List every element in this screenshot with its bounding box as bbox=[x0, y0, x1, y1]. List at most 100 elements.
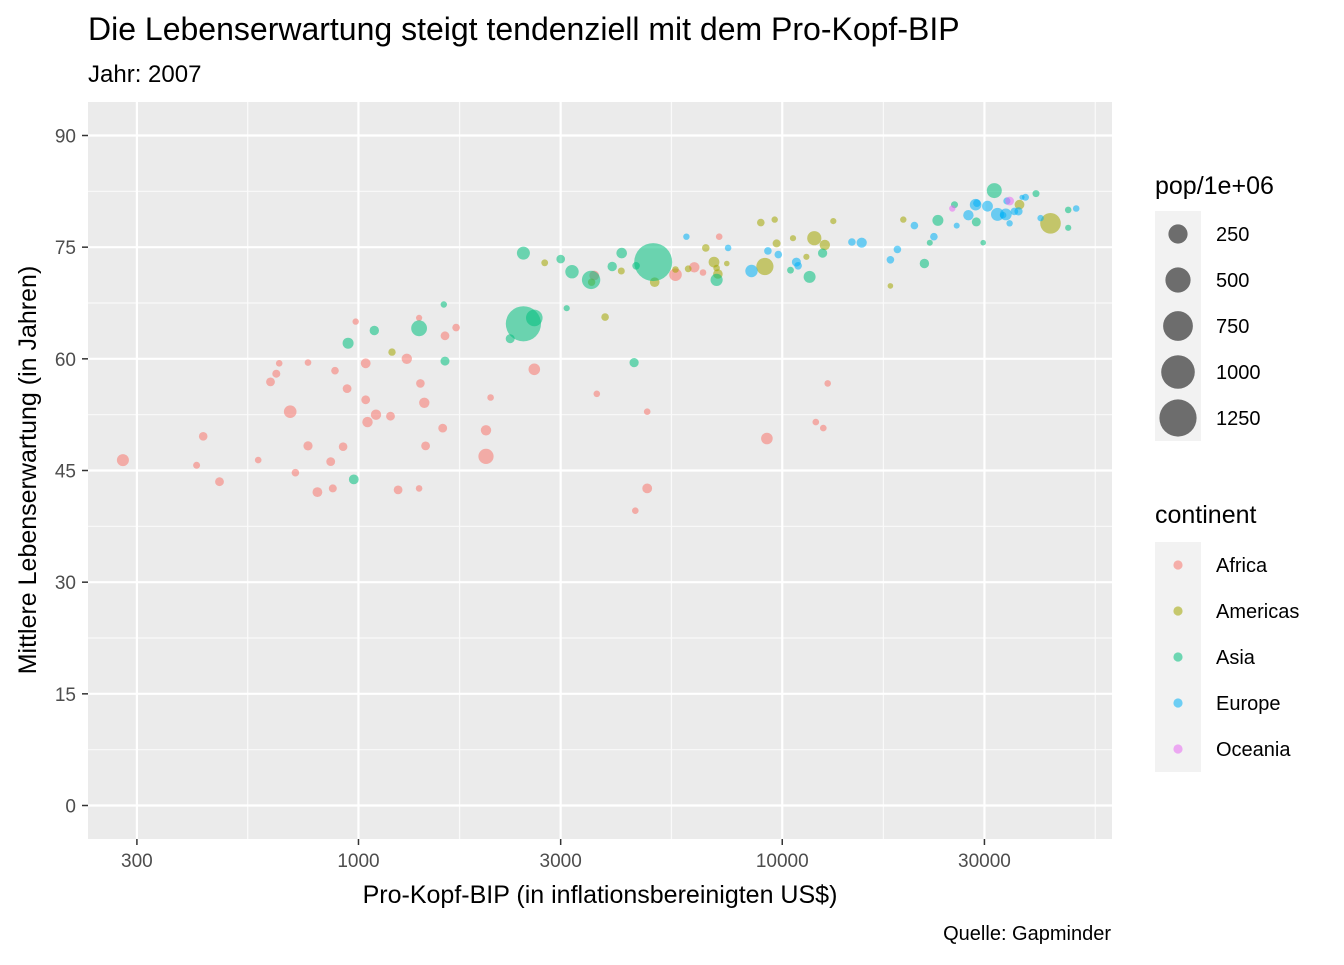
data-point bbox=[616, 247, 627, 259]
data-point bbox=[416, 379, 425, 388]
data-point bbox=[812, 418, 820, 426]
data-point bbox=[910, 221, 919, 230]
data-point bbox=[198, 432, 208, 441]
data-point bbox=[1072, 205, 1080, 212]
x-axis-label: Pro-Kopf-BIP (in inflationsbereinigten U… bbox=[363, 881, 838, 909]
data-point bbox=[774, 250, 783, 259]
data-point bbox=[771, 216, 778, 223]
data-point bbox=[764, 247, 772, 255]
color-legend-key bbox=[1173, 606, 1183, 616]
data-point bbox=[794, 262, 802, 270]
size-legend-label: 1000 bbox=[1216, 362, 1261, 384]
color-legend-label: Africa bbox=[1216, 555, 1268, 577]
data-point bbox=[856, 237, 867, 248]
chart-title: Die Lebenserwartung steigt tendenziell m… bbox=[88, 11, 960, 47]
data-point bbox=[1022, 193, 1029, 201]
data-point bbox=[480, 425, 492, 436]
color-legend-key bbox=[1173, 652, 1183, 662]
data-point bbox=[887, 283, 894, 289]
data-point bbox=[193, 461, 201, 469]
data-point bbox=[1037, 214, 1044, 222]
data-point bbox=[745, 264, 758, 278]
data-point bbox=[787, 266, 794, 274]
data-point bbox=[634, 243, 673, 282]
data-point bbox=[563, 305, 570, 312]
x-tick-label: 1000 bbox=[337, 851, 379, 872]
y-axis-label: Mittlere Lebenserwartung (in Jahren) bbox=[14, 266, 42, 675]
y-tick-label: 45 bbox=[55, 462, 76, 483]
data-point bbox=[830, 218, 837, 225]
data-point bbox=[643, 408, 651, 416]
data-point bbox=[772, 239, 781, 248]
data-point bbox=[1006, 220, 1013, 227]
data-point bbox=[642, 483, 653, 494]
data-point bbox=[1064, 206, 1072, 214]
data-point bbox=[820, 424, 827, 432]
data-point bbox=[949, 205, 956, 212]
data-point bbox=[348, 474, 359, 485]
data-point bbox=[886, 255, 895, 264]
size-legend-key bbox=[1159, 399, 1197, 437]
data-point bbox=[699, 269, 707, 276]
data-point bbox=[440, 301, 447, 308]
data-point bbox=[1032, 190, 1040, 198]
data-point bbox=[971, 217, 981, 227]
data-point bbox=[386, 411, 395, 421]
size-legend-title: pop/1e+06 bbox=[1155, 172, 1274, 200]
data-point bbox=[930, 232, 938, 241]
data-point bbox=[756, 257, 774, 276]
data-point bbox=[803, 270, 816, 283]
data-point bbox=[419, 397, 430, 408]
data-point bbox=[116, 454, 129, 467]
data-point bbox=[919, 258, 930, 269]
data-point bbox=[1014, 199, 1025, 210]
series-africa bbox=[116, 233, 831, 514]
data-point bbox=[487, 394, 494, 401]
data-point bbox=[819, 239, 830, 251]
data-point bbox=[982, 200, 993, 212]
data-point bbox=[710, 273, 723, 286]
size-legend-label: 1250 bbox=[1216, 408, 1261, 430]
data-point bbox=[818, 248, 828, 258]
series-americas bbox=[388, 199, 1061, 356]
data-point bbox=[416, 314, 423, 321]
data-point bbox=[803, 253, 810, 260]
data-point bbox=[328, 484, 337, 493]
y-tick-label: 30 bbox=[55, 573, 76, 594]
color-legend-label: Americas bbox=[1216, 601, 1299, 623]
y-tick-label: 60 bbox=[55, 350, 76, 371]
data-point bbox=[1065, 224, 1072, 231]
data-point bbox=[388, 348, 396, 356]
data-point bbox=[565, 265, 579, 279]
size-legend-label: 250 bbox=[1216, 224, 1249, 246]
x-tick-label: 10000 bbox=[756, 851, 809, 872]
data-point bbox=[342, 337, 354, 349]
data-point bbox=[411, 320, 427, 337]
y-tick-label: 90 bbox=[55, 127, 76, 148]
chart-caption: Quelle: Gapminder bbox=[943, 923, 1111, 945]
data-point bbox=[893, 245, 902, 254]
data-point bbox=[393, 485, 403, 495]
data-point bbox=[360, 358, 371, 369]
data-point bbox=[689, 262, 700, 273]
color-legend-key bbox=[1173, 698, 1183, 708]
data-point bbox=[272, 369, 281, 378]
data-point bbox=[361, 395, 371, 405]
color-legend-label: Europe bbox=[1216, 693, 1281, 715]
data-point bbox=[526, 309, 543, 327]
size-legend: pop/1e+06 250 500 750 1000 1250 bbox=[1155, 172, 1274, 441]
data-point bbox=[986, 183, 1002, 199]
data-point bbox=[761, 432, 773, 445]
data-points bbox=[116, 183, 1080, 514]
data-point bbox=[932, 214, 944, 226]
data-point bbox=[669, 268, 682, 282]
data-point bbox=[617, 267, 625, 275]
data-point bbox=[401, 353, 412, 364]
size-legend-label: 500 bbox=[1216, 270, 1249, 292]
size-legend-key bbox=[1163, 311, 1193, 341]
data-point bbox=[326, 457, 336, 466]
data-point bbox=[999, 208, 1012, 221]
data-point bbox=[672, 266, 679, 273]
chart-subtitle: Jahr: 2007 bbox=[88, 61, 201, 88]
